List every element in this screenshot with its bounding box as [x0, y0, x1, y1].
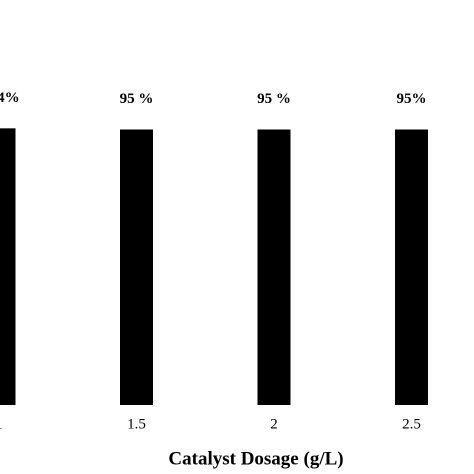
x-tick-label: 1.5 [127, 416, 146, 432]
value-label: 95 % [120, 91, 154, 107]
x-tick-label: 2 [270, 416, 278, 432]
bar [257, 129, 291, 405]
bar [395, 129, 428, 405]
value-label: 95 % [257, 91, 291, 107]
x-axis-title: Catalyst Dosage (g/L) [168, 448, 343, 469]
bar [0, 128, 16, 405]
value-label: 95.4% [0, 90, 20, 106]
x-tick-label: 1 [0, 416, 3, 432]
value-label: 95% [397, 91, 427, 107]
bar [120, 129, 153, 405]
x-tick-label: 2.5 [402, 416, 421, 432]
